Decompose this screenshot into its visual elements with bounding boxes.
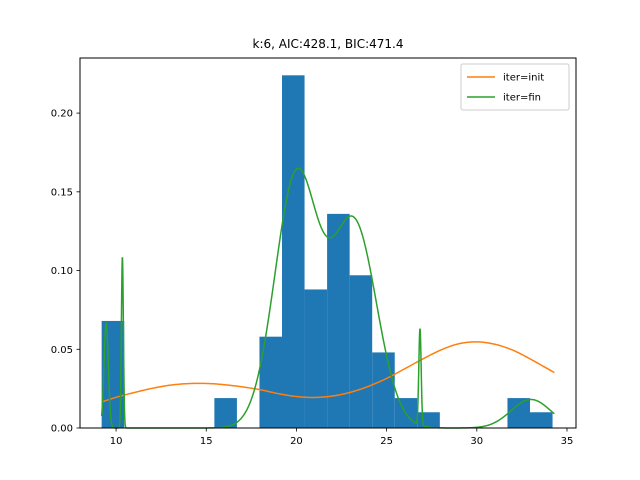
x-tick-label: 30 xyxy=(470,436,483,447)
x-tick-label: 25 xyxy=(380,436,393,447)
x-tick-label: 15 xyxy=(200,436,213,447)
chart-title: k:6, AIC:428.1, BIC:471.4 xyxy=(253,37,404,51)
y-tick-label: 0.20 xyxy=(51,109,73,120)
x-tick-label: 20 xyxy=(290,436,303,447)
histogram-bar-11 xyxy=(349,275,373,428)
x-tick-label: 35 xyxy=(561,436,574,447)
y-tick-label: 0.05 xyxy=(51,345,73,356)
plot-frame xyxy=(79,57,577,429)
histogram-bar-19 xyxy=(530,412,553,428)
histogram-bar-8 xyxy=(282,75,305,428)
legend-label: iter=fin xyxy=(503,93,541,104)
x-tick-label: 10 xyxy=(110,436,123,447)
histogram-bars xyxy=(101,75,553,428)
y-tick-label: 0.10 xyxy=(51,266,73,277)
legend-label: iter=init xyxy=(503,73,544,84)
histogram-bar-5 xyxy=(214,398,237,428)
histogram-bar-14 xyxy=(417,412,440,428)
histogram-bar-7 xyxy=(259,336,283,428)
y-tick-label: 0.00 xyxy=(51,424,73,435)
histogram-bar-18 xyxy=(507,398,531,428)
legend: iter=init iter=fin xyxy=(460,63,570,111)
legend-box xyxy=(460,63,570,111)
histogram-bar-12 xyxy=(372,352,395,428)
series-line-0 xyxy=(101,341,555,403)
y-tick-label: 0.15 xyxy=(51,187,73,198)
x-axis-ticks: 10 15 20 25 30 35 xyxy=(110,428,574,447)
histogram-bar-10 xyxy=(327,213,350,428)
y-axis-ticks: 0.00 0.05 0.10 0.15 0.20 xyxy=(51,109,80,435)
histogram-bar-9 xyxy=(304,289,328,428)
